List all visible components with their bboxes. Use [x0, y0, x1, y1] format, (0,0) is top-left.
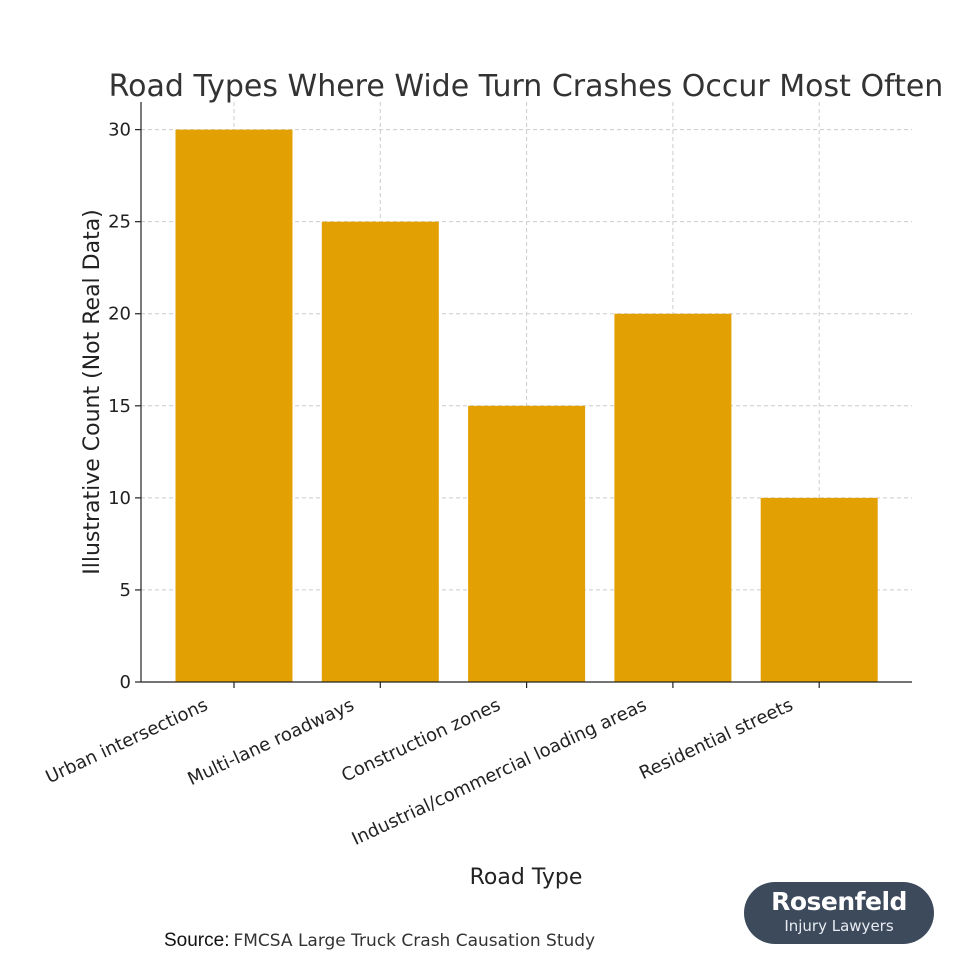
y-tick-label: 10 [108, 488, 131, 509]
y-tick-label: 0 [120, 672, 131, 693]
rosenfeld-logo: Rosenfeld Injury Lawyers [744, 882, 934, 944]
y-tick-label: 5 [120, 580, 131, 601]
bar [468, 405, 586, 682]
logo-tagline: Injury Lawyers [784, 917, 894, 935]
source-citation: Source: FMCSA Large Truck Crash Causation… [164, 930, 595, 952]
logo-name: Rosenfeld [771, 887, 907, 916]
y-tick-labels: 0 5 10 15 20 25 30 [108, 120, 141, 693]
bar [175, 129, 293, 683]
y-tick-label: 30 [108, 120, 131, 141]
bar [614, 313, 732, 682]
x-tick-label: Multi-lane roadways [185, 694, 358, 790]
x-axis-title: Road Type [470, 865, 583, 890]
bar [760, 497, 878, 682]
y-tick-label: 15 [108, 396, 131, 417]
chart-title: Road Types Where Wide Turn Crashes Occur… [109, 69, 944, 104]
y-tick-label: 20 [108, 304, 131, 325]
y-tick-label: 25 [108, 212, 131, 233]
x-tick-label: Industrial/commercial loading areas [349, 694, 650, 849]
bars [175, 129, 878, 683]
bar [321, 221, 439, 682]
source-label: Source: [164, 930, 230, 951]
source-text: FMCSA Large Truck Crash Causation Study [233, 931, 596, 951]
y-axis-title: Illustrative Count (Not Real Data) [80, 209, 105, 575]
x-tick-label: Residential streets [636, 694, 796, 784]
